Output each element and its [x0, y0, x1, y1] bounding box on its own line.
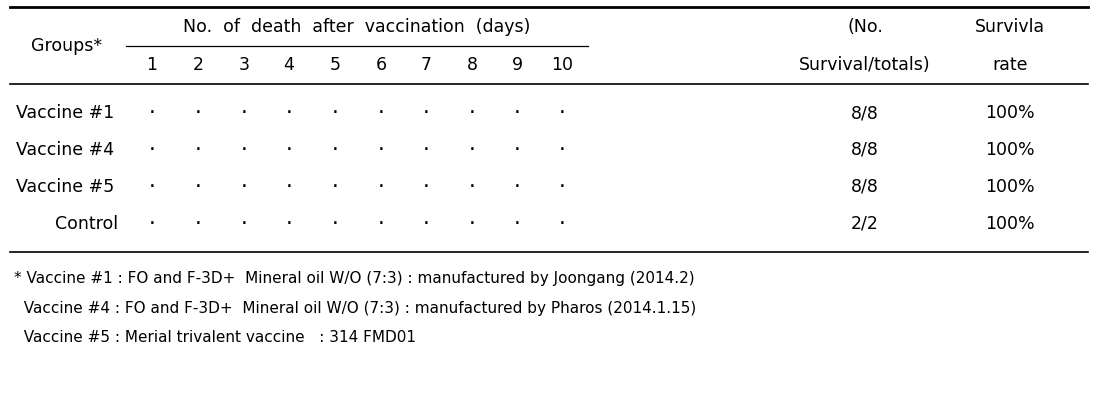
Text: 7: 7 — [421, 56, 432, 74]
Text: 100%: 100% — [985, 141, 1035, 159]
Text: ·: · — [332, 103, 338, 123]
Text: ·: · — [148, 140, 155, 160]
Text: ·: · — [195, 214, 201, 234]
Text: ·: · — [558, 140, 566, 160]
Text: ·: · — [422, 140, 430, 160]
Text: ·: · — [241, 177, 247, 197]
Text: Vaccine #4: Vaccine #4 — [16, 141, 114, 159]
Text: ·: · — [332, 177, 338, 197]
Text: ·: · — [332, 140, 338, 160]
Text: 10: 10 — [551, 56, 573, 74]
Text: ·: · — [422, 177, 430, 197]
Text: 3: 3 — [238, 56, 249, 74]
Text: 2: 2 — [192, 56, 203, 74]
Text: ·: · — [513, 103, 521, 123]
Text: ·: · — [468, 177, 476, 197]
Text: ·: · — [378, 214, 385, 234]
Text: ·: · — [286, 214, 292, 234]
Text: ·: · — [378, 103, 385, 123]
Text: ·: · — [468, 140, 476, 160]
Text: ·: · — [195, 103, 201, 123]
Text: ·: · — [195, 177, 201, 197]
Text: * Vaccine #1 : FO and F-3D+  Mineral oil W/O (7:3) : manufactured by Joongang (2: * Vaccine #1 : FO and F-3D+ Mineral oil … — [14, 271, 695, 286]
Text: ·: · — [148, 177, 155, 197]
Text: 8/8: 8/8 — [851, 178, 879, 196]
Text: ·: · — [332, 214, 338, 234]
Text: Groups*: Groups* — [32, 37, 102, 55]
Text: Vaccine #5: Vaccine #5 — [16, 178, 114, 196]
Text: ·: · — [241, 103, 247, 123]
Text: ·: · — [513, 214, 521, 234]
Text: 100%: 100% — [985, 215, 1035, 233]
Text: rate: rate — [992, 56, 1028, 74]
Text: 4: 4 — [284, 56, 295, 74]
Text: ·: · — [558, 103, 566, 123]
Text: ·: · — [195, 140, 201, 160]
Text: Survivla: Survivla — [975, 18, 1045, 36]
Text: 5: 5 — [330, 56, 341, 74]
Text: 2/2: 2/2 — [851, 215, 879, 233]
Text: 100%: 100% — [985, 104, 1035, 122]
Text: ·: · — [558, 177, 566, 197]
Text: No.  of  death  after  vaccination  (days): No. of death after vaccination (days) — [184, 18, 531, 36]
Text: 8/8: 8/8 — [851, 141, 879, 159]
Text: ·: · — [513, 177, 521, 197]
Text: Vaccine #1: Vaccine #1 — [16, 104, 114, 122]
Text: 6: 6 — [376, 56, 387, 74]
Text: Control: Control — [55, 215, 119, 233]
Text: Vaccine #5 : Merial trivalent vaccine   : 314 FMD01: Vaccine #5 : Merial trivalent vaccine : … — [14, 330, 417, 346]
Text: 9: 9 — [511, 56, 522, 74]
Text: ·: · — [513, 140, 521, 160]
Text: ·: · — [148, 103, 155, 123]
Text: ·: · — [422, 103, 430, 123]
Text: 1: 1 — [146, 56, 157, 74]
Text: ·: · — [378, 177, 385, 197]
Text: ·: · — [286, 177, 292, 197]
Text: ·: · — [148, 214, 155, 234]
Text: ·: · — [286, 103, 292, 123]
Text: ·: · — [468, 103, 476, 123]
Text: ·: · — [422, 214, 430, 234]
Text: (No.: (No. — [847, 18, 882, 36]
Text: ·: · — [286, 140, 292, 160]
Text: Survival/totals): Survival/totals) — [799, 56, 931, 74]
Text: Vaccine #4 : FO and F-3D+  Mineral oil W/O (7:3) : manufactured by Pharos (2014.: Vaccine #4 : FO and F-3D+ Mineral oil W/… — [14, 300, 697, 316]
Text: 8/8: 8/8 — [851, 104, 879, 122]
Text: ·: · — [241, 214, 247, 234]
Text: ·: · — [468, 214, 476, 234]
Text: ·: · — [241, 140, 247, 160]
Text: ·: · — [378, 140, 385, 160]
Text: 100%: 100% — [985, 178, 1035, 196]
Text: ·: · — [558, 214, 566, 234]
Text: 8: 8 — [466, 56, 477, 74]
